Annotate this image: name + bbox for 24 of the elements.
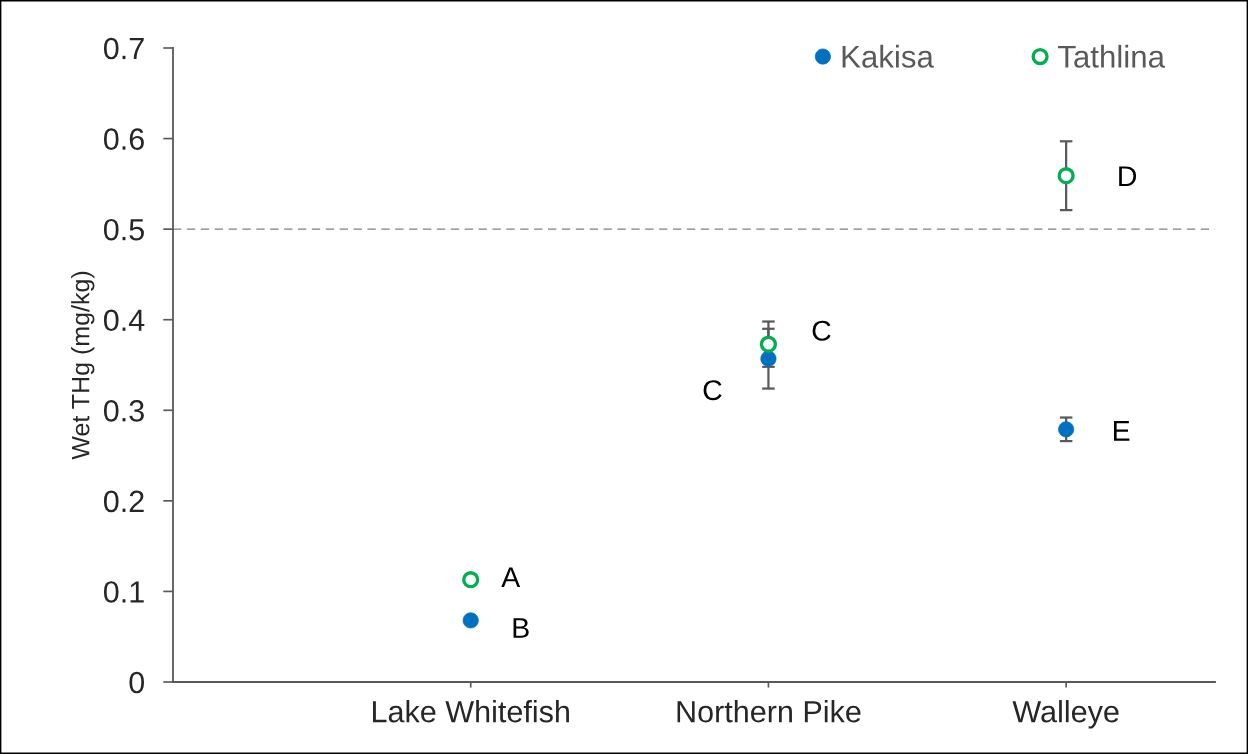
annotation: C [703,380,722,401]
y-tick-label: 0 [129,671,145,694]
legend-label: Kakisa [842,44,934,68]
x-tick-label: Lake Whitefish [373,700,569,723]
point [462,571,480,589]
x-tick-label: Walleye [1012,700,1119,729]
annotation: B [513,618,529,638]
annotation: E [1113,421,1130,441]
y-tick-label: 0.2 [103,490,144,513]
annotation: D [1119,166,1137,187]
y-tick-label: 0.6 [103,128,144,150]
y-tick-label: 0.3 [103,400,144,422]
y-tick-label: 0.5 [103,218,144,241]
y-tick-label: 0.7 [103,37,144,60]
point [759,335,778,353]
legend-label: Tathlina [1058,44,1165,68]
y-tick-label: 0.1 [103,581,144,603]
y-axis-title: Wet THg (mg/kg) [71,271,95,460]
point [1057,167,1075,185]
y-tick-label: 0.4 [103,309,145,332]
x-tick-label: Northern Pike [677,700,861,723]
annotation: C [812,320,831,341]
annotation: A [501,567,521,588]
point [462,612,479,629]
